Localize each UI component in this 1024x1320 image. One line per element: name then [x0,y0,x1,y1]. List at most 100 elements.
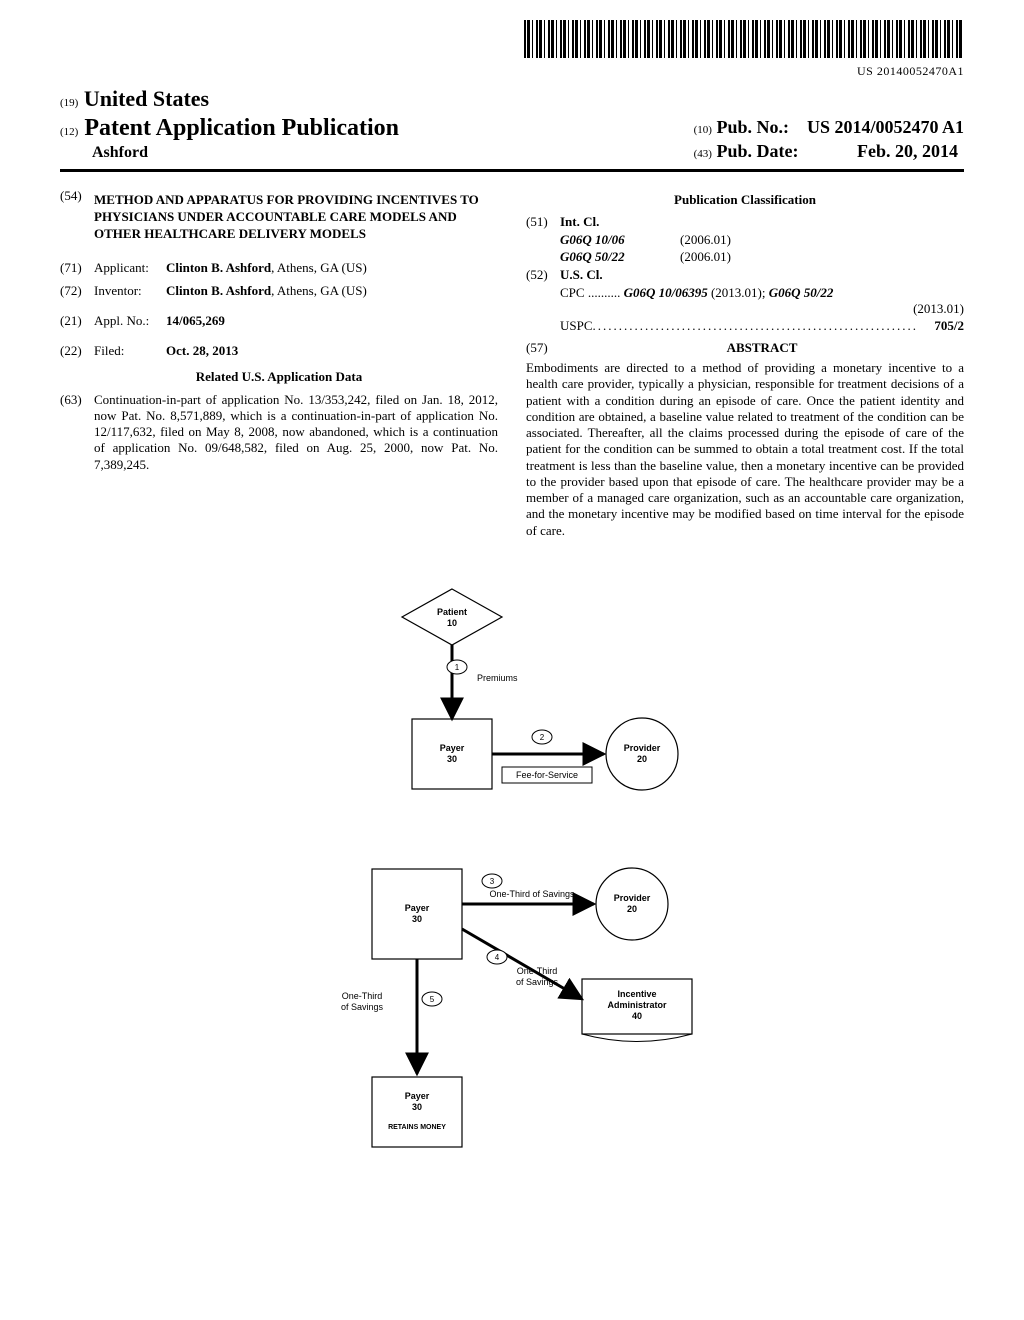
fig2-payer-label: Payer [405,903,430,913]
intcl-code: G06Q 10/06 [560,232,680,248]
applno-label: Appl. No.: [94,313,166,329]
uspc-row: USPC ...................................… [526,318,964,334]
title-num: (54) [60,188,94,255]
intcl-num: (51) [526,214,560,230]
abstract-heading-row: (57) ABSTRACT [526,340,964,356]
uspc-dots: ........................................… [593,318,935,334]
uscl-field: (52) U.S. Cl. [526,267,964,283]
fig1-fee: Fee-for-Service [516,770,578,780]
intcl-code: G06Q 50/22 [560,249,680,265]
applno-field: (21) Appl. No.: 14/065,269 [60,313,498,329]
author: Ashford [60,143,399,163]
rule-thick [60,169,964,172]
fig2-payer-id: 30 [412,914,422,924]
abstract-num: (57) [526,340,560,356]
intcl-label: Int. Cl. [560,214,599,230]
filed-val: Oct. 28, 2013 [166,343,498,359]
figures: Patient 10 1 Premiums Payer 30 2 Fee-for… [60,579,964,1169]
applicant-label: Applicant: [94,260,166,276]
pub-no-label: Pub. No.: [716,117,789,137]
related-heading: Related U.S. Application Data [60,369,498,385]
filed-field: (22) Filed: Oct. 28, 2013 [60,343,498,359]
fig2-incentive-id: 40 [632,1011,642,1021]
abstract-text: Embodiments are directed to a method of … [526,360,964,539]
barcode-text: US 20140052470A1 [60,64,964,79]
header: (19) United States (12) Patent Applicati… [60,85,964,163]
fig2-step3: 3 [490,877,495,886]
country: United States [84,86,209,111]
pub-no-num: (10) [694,124,712,136]
barcode-graphic [524,20,964,58]
fig2-payer2-label: Payer [405,1091,430,1101]
pub-date-label: Pub. Date: [716,141,798,161]
fig1-provider-label: Provider [624,743,661,753]
title-field: (54) METHOD AND APPARATUS FOR PROVIDING … [60,188,498,255]
continuation-num: (63) [60,392,94,473]
uscl-num: (52) [526,267,560,283]
figure-1: Patient 10 1 Premiums Payer 30 2 Fee-for… [302,579,722,809]
fig1-patient-id: 10 [447,618,457,628]
doc-type-num: (12) [60,126,78,138]
fig2-step4: 4 [495,953,500,962]
pub-no: US 2014/0052470 A1 [807,117,964,137]
intcl-field: (51) Int. Cl. [526,214,964,230]
barcode-region: US 20140052470A1 [60,20,964,79]
doc-type-line: (12) Patent Application Publication [60,113,399,143]
cpc-tail: (2013.01) [560,301,964,317]
intcl-ver: (2006.01) [680,249,731,265]
pub-no-line: (10) Pub. No.: US 2014/0052470 A1 [694,116,964,139]
country-line: (19) United States [60,85,399,113]
fig1-patient-label: Patient [437,607,467,617]
continuation-field: (63) Continuation-in-part of application… [60,392,498,473]
filed-num: (22) [60,343,94,359]
fig1-step2: 2 [540,733,545,742]
intcl-row: G06Q 10/06 (2006.01) [560,232,964,248]
fig1-premiums: Premiums [477,673,518,683]
fig1-payer-id: 30 [447,754,457,764]
cpc-label: CPC [560,285,585,300]
fig2-provider-label: Provider [614,893,651,903]
fig1-provider-id: 20 [637,754,647,764]
fig1-payer-label: Payer [440,743,465,753]
fig2-incentive-label: Incentive [617,989,656,999]
left-column: (54) METHOD AND APPARATUS FOR PROVIDING … [60,182,498,539]
applicant-num: (71) [60,260,94,276]
fig2-incentive-label2: Administrator [607,1000,667,1010]
title-text: METHOD AND APPARATUS FOR PROVIDING INCEN… [94,192,498,243]
fig2-payer2-id: 30 [412,1102,422,1112]
intcl-ver: (2006.01) [680,232,731,248]
intcl-row: G06Q 50/22 (2006.01) [560,249,964,265]
fig2-one-third-left: One-Third [342,991,383,1001]
fig2-retains: RETAINS MONEY [388,1124,446,1131]
doc-type: Patent Application Publication [84,115,399,141]
cpc-dots: .......... [588,285,624,300]
header-left: (19) United States (12) Patent Applicati… [60,85,399,163]
fig2-third: One-Third of Savings [489,889,575,899]
inventor-num: (72) [60,283,94,299]
fig2-step5: 5 [430,995,435,1004]
fig1-step1: 1 [455,663,460,672]
pub-date-line: (43) Pub. Date: Feb. 20, 2014 [694,140,964,163]
inventor-label: Inventor: [94,283,166,299]
fig2-one-third: One-Third [517,966,558,976]
header-right: (10) Pub. No.: US 2014/0052470 A1 (43) P… [694,116,964,163]
abstract-label: ABSTRACT [560,340,964,356]
filed-label: Filed: [94,343,166,359]
continuation-val: Continuation-in-part of application No. … [94,392,498,473]
pub-date-num: (43) [694,148,712,160]
applno-num: (21) [60,313,94,329]
pub-date: Feb. 20, 2014 [857,141,958,161]
uscl-label: U.S. Cl. [560,267,603,283]
right-column: Publication Classification (51) Int. Cl.… [526,182,964,539]
cpc-val: G06Q 10/06395 [624,285,708,300]
fig2-of-savings: of Savings [516,977,559,987]
uspc-val: 705/2 [934,318,964,334]
intcl-rows: G06Q 10/06 (2006.01) G06Q 50/22 (2006.01… [526,232,964,265]
body-columns: (54) METHOD AND APPARATUS FOR PROVIDING … [60,182,964,539]
country-num: (19) [60,97,78,109]
fig2-of-savings-left: of Savings [341,1002,384,1012]
applno-val: 14/065,269 [166,313,498,329]
fig2-provider-id: 20 [627,904,637,914]
applicant-field: (71) Applicant: Clinton B. Ashford, Athe… [60,260,498,276]
inventor-val: Clinton B. Ashford, Athens, GA (US) [166,283,498,299]
